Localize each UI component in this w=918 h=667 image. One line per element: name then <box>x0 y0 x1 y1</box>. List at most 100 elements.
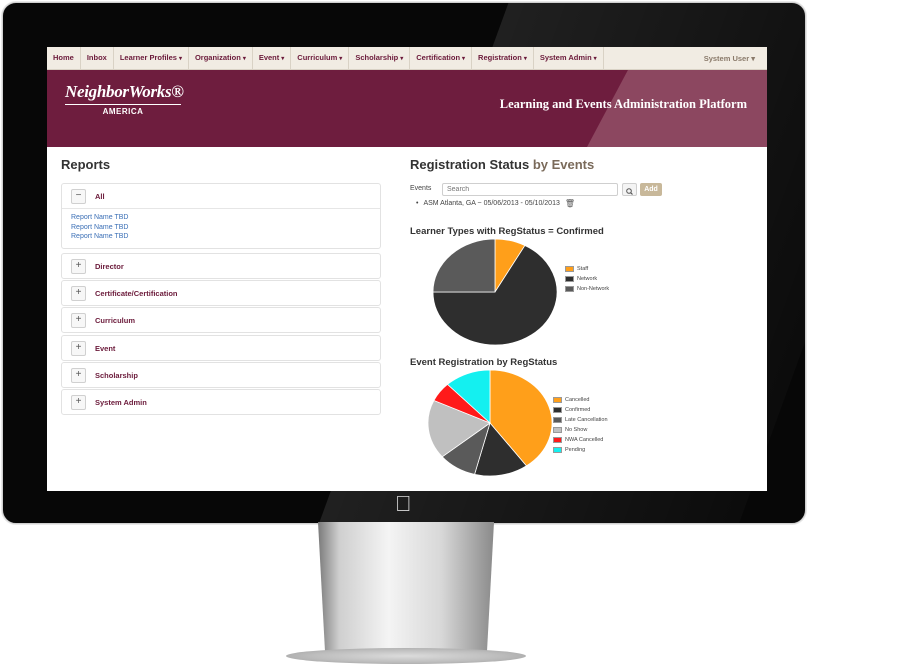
legend-swatch <box>565 276 574 282</box>
expand-icon[interactable]: + <box>71 340 86 356</box>
legend-swatch <box>553 447 562 453</box>
caret-down-icon: ▾ <box>523 56 527 62</box>
nav-item-scholarship[interactable]: Scholarship ▾ <box>349 47 411 69</box>
app-screen: Home Inbox Learner Profiles ▾ Organizatio… <box>47 47 767 491</box>
report-group-label: Certificate/Certification <box>95 288 178 298</box>
neighborworks-logo[interactable]: NeighborWorks® AMERICA <box>65 82 184 116</box>
expand-icon[interactable]: + <box>71 394 86 410</box>
registration-heading: Registration Status by Events <box>410 157 594 172</box>
caret-down-icon: ▾ <box>339 56 343 62</box>
pie-slice-non-network <box>432 238 496 293</box>
legend-swatch <box>565 266 574 272</box>
nav-item-event[interactable]: Event ▾ <box>253 47 292 69</box>
caret-down-icon: ▾ <box>462 56 466 62</box>
report-group-scholarship: + Scholarship <box>61 362 381 388</box>
report-group-label: Director <box>95 261 124 271</box>
logo-subtitle: AMERICA <box>102 107 144 116</box>
legend-label: Network <box>577 276 598 282</box>
legend-swatch <box>565 286 574 292</box>
selected-event-item: • ASM Atlanta, GA ~ 05/06/2013 - 05/10/2… <box>416 199 575 208</box>
expand-icon[interactable]: + <box>71 367 86 383</box>
search-button[interactable] <box>622 183 637 196</box>
top-navigation: Home Inbox Learner Profiles ▾ Organizatio… <box>47 47 767 70</box>
expand-icon[interactable]: + <box>71 258 86 274</box>
caret-down-icon: ▾ <box>749 53 755 63</box>
report-group-all: − All Report Name TBD Report Name TBD Re… <box>61 183 381 249</box>
logo-rule <box>65 104 181 105</box>
search-icon <box>626 188 633 195</box>
trash-icon[interactable]: 🗑 <box>564 199 576 208</box>
nav-item-organization[interactable]: Organization ▾ <box>189 47 253 69</box>
report-group-system-admin: + System Admin <box>61 389 381 415</box>
nav-item-label: System Admin <box>539 53 592 62</box>
nav-item-curriculum[interactable]: Curriculum ▾ <box>291 47 350 69</box>
legend-label: Non-Network <box>577 286 610 292</box>
legend-label: NWA Cancelled <box>565 437 604 443</box>
pie-slice-pending <box>446 369 491 424</box>
legend-event-registration: Cancelled Confirmed Late Cancellation No Sh… <box>553 395 608 455</box>
caret-down-icon: ▾ <box>593 56 597 62</box>
add-event-button[interactable]: Add <box>640 183 662 196</box>
user-menu[interactable]: System User ▾ <box>692 54 767 63</box>
nav-item-label: Organization <box>194 53 241 62</box>
nav-item-label: Curriculum <box>297 53 338 62</box>
nav-item-label: Scholarship <box>355 53 399 62</box>
nav-item-label: Event <box>258 53 280 62</box>
registration-title: Registration Status <box>410 157 530 172</box>
events-label: Events <box>410 185 432 192</box>
collapse-icon[interactable]: − <box>71 188 86 204</box>
caret-down-icon: ▾ <box>242 56 246 62</box>
legend-label: Staff <box>577 266 589 272</box>
pie-slice-no-show <box>427 399 491 458</box>
event-search-input[interactable] <box>442 183 618 196</box>
nav-item-learner-profiles[interactable]: Learner Profiles ▾ <box>114 47 189 69</box>
report-group-label: Scholarship <box>95 370 138 380</box>
monitor-stand <box>318 522 494 652</box>
nav-item-label: Inbox <box>86 53 107 62</box>
expand-icon[interactable]: + <box>71 312 86 328</box>
monitor-stand-base <box>286 648 526 664</box>
report-link[interactable]: Report Name TBD <box>71 233 129 240</box>
report-group-director: + Director <box>61 253 381 279</box>
nav-item-certification[interactable]: Certification ▾ <box>410 47 473 69</box>
nav-item-label: Certification <box>416 53 461 62</box>
report-link[interactable]: Report Name TBD <box>71 214 129 221</box>
legend-swatch <box>553 397 562 403</box>
pie-chart-event-registration <box>427 369 553 477</box>
nav-item-label: Registration <box>478 53 522 62</box>
monitor-frame:  Home Inbox Learner Profiles▾ Organizat… <box>2 2 806 524</box>
nav-item-label: Learner Profiles <box>119 53 177 62</box>
nav-item-registration[interactable]: Registration ▾ <box>472 47 534 69</box>
legend-item-no-show: No Show <box>553 425 608 435</box>
nav-item-label: Home <box>53 53 74 62</box>
user-name: System User <box>703 53 750 63</box>
report-group-label: Event <box>95 343 116 353</box>
legend-label: Cancelled <box>565 397 590 403</box>
report-group-label: System Admin <box>95 397 147 407</box>
report-group-label: All <box>95 191 105 201</box>
caret-down-icon: ▾ <box>178 56 182 62</box>
report-link[interactable]: Report Name TBD <box>71 223 129 231</box>
nav-item-inbox[interactable]: Inbox <box>81 47 114 69</box>
legend-item-non-network: Non-Network <box>565 284 609 294</box>
legend-learner-types: Staff Network Non-Network <box>565 264 609 294</box>
legend-swatch <box>553 407 562 413</box>
selected-event-label: ASM Atlanta, GA ~ 05/06/2013 - 05/10/201… <box>423 200 560 207</box>
caret-down-icon: ▾ <box>400 56 404 62</box>
report-group-event: + Event <box>61 335 381 361</box>
platform-title: Learning and Events Administration Platf… <box>499 97 747 111</box>
caret-down-icon: ▾ <box>281 56 285 62</box>
registration-title-suffix: by Events <box>532 157 595 172</box>
legend-label: Confirmed <box>565 407 591 413</box>
nav-item-home[interactable]: Home <box>47 47 81 69</box>
legend-item-late-cancellation: Late Cancellation <box>553 415 608 425</box>
apple-logo-icon:  <box>395 493 412 515</box>
legend-swatch <box>553 437 562 443</box>
expand-icon[interactable]: + <box>71 285 86 301</box>
pie-slice-network <box>432 245 558 346</box>
legend-label: Pending <box>565 447 586 453</box>
chart-title-event-registration: Event Registration by RegStatus <box>410 357 558 368</box>
report-group-body: Report Name TBD Report Name TBD Report N… <box>62 208 380 248</box>
nav-item-system-admin[interactable]: System Admin ▾ <box>534 47 604 69</box>
pie-slice-cancelled <box>489 369 553 467</box>
